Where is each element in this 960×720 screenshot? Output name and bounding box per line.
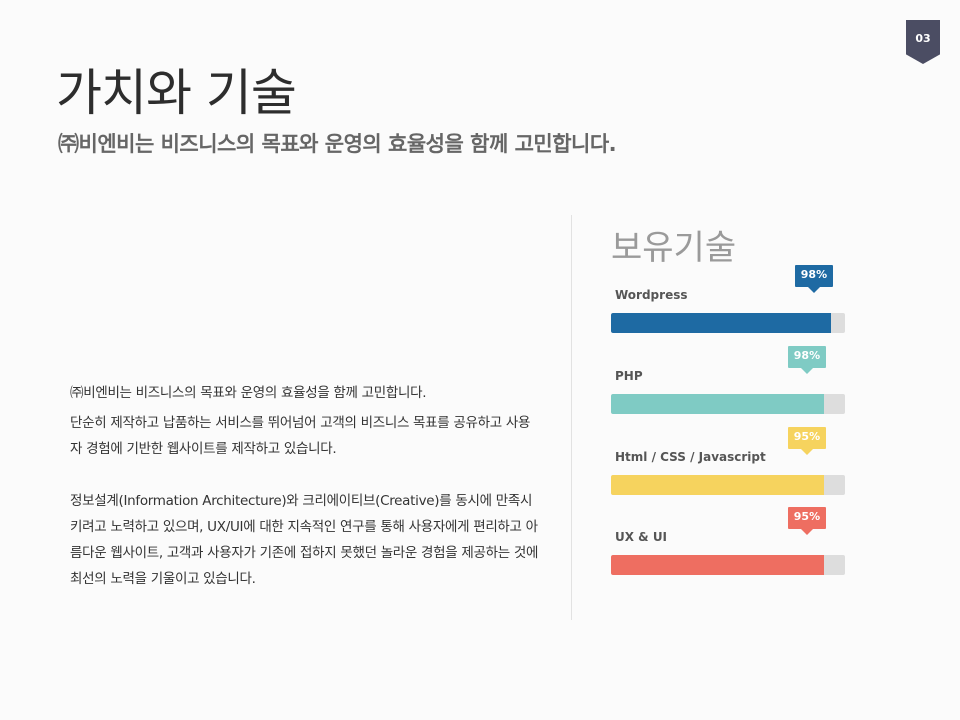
skill-percent-badge: 95%	[787, 427, 826, 455]
skill-php: PHP 98%	[611, 346, 845, 428]
skill-label: UX & UI	[615, 530, 668, 544]
skill-progress-fill	[611, 475, 824, 495]
about-paragraph-2: 정보설계(Information Architecture)와 크리에이티브(C…	[70, 493, 539, 587]
skill-progress-fill	[611, 394, 824, 414]
skill-progress-track	[611, 475, 845, 495]
about-paragraph-1: 단순히 제작하고 납품하는 서비스를 뛰어넘어 고객의 비즈니스 목표를 공유하…	[70, 415, 531, 457]
skill-html-css-javascript: Html / CSS / Javascript 95%	[611, 427, 845, 509]
skill-wordpress: Wordpress 98%	[611, 265, 845, 347]
skill-label: Html / CSS / Javascript	[615, 450, 766, 464]
skill-percent-badge: 98%	[794, 265, 833, 293]
page-number-badge: 03	[906, 20, 940, 64]
skill-progress-track	[611, 394, 845, 414]
skill-percent-badge: 95%	[787, 507, 826, 535]
skill-percent-badge: 98%	[787, 346, 826, 374]
skill-ux-ui: UX & UI 95%	[611, 507, 845, 589]
page-title: 가치와 기술	[56, 64, 297, 122]
vertical-divider	[571, 215, 572, 620]
skill-progress-fill	[611, 313, 831, 333]
about-intro: ㈜비엔비는 비즈니스의 목표와 운영의 효율성을 함께 고민합니다.	[70, 385, 427, 401]
skill-label: PHP	[615, 369, 643, 383]
skill-progress-track	[611, 555, 845, 575]
page-number: 03	[915, 32, 931, 45]
skill-progress-fill	[611, 555, 824, 575]
skill-progress-track	[611, 313, 845, 333]
page-subtitle: ㈜비엔비는 비즈니스의 목표와 운영의 효율성을 함께 고민합니다.	[58, 132, 617, 156]
skills-title: 보유기술	[611, 228, 737, 268]
about-text-block: ㈜비엔비는 비즈니스의 목표와 운영의 효율성을 함께 고민합니다. 단순히 제…	[70, 380, 540, 592]
skill-label: Wordpress	[615, 288, 688, 302]
